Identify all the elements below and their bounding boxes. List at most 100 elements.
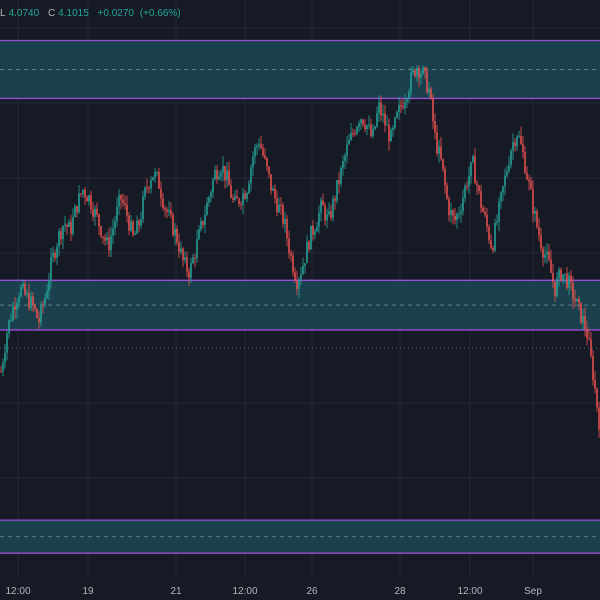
candle-266 bbox=[532, 179, 534, 223]
candle-16 bbox=[32, 292, 34, 313]
candle-187 bbox=[374, 125, 376, 131]
candle-13 bbox=[26, 289, 28, 298]
candle-119 bbox=[238, 197, 240, 208]
candle-70 bbox=[140, 212, 142, 229]
candle-246 bbox=[492, 245, 494, 254]
candle-43 bbox=[86, 195, 88, 202]
candle-269 bbox=[538, 218, 540, 242]
candle-22 bbox=[44, 293, 46, 308]
candle-293 bbox=[586, 320, 588, 346]
candle-0 bbox=[0, 365, 2, 373]
candle-80 bbox=[160, 181, 162, 207]
candle-155 bbox=[310, 225, 312, 250]
candle-181 bbox=[362, 118, 364, 127]
candle-204 bbox=[408, 88, 410, 104]
change-value: +0.0270 bbox=[97, 8, 134, 19]
candle-197 bbox=[394, 116, 396, 130]
candle-237 bbox=[474, 148, 476, 184]
candle-45 bbox=[90, 190, 92, 214]
candle-113 bbox=[226, 162, 228, 188]
candle-56 bbox=[112, 218, 114, 245]
candle-28 bbox=[56, 242, 58, 265]
candle-272 bbox=[544, 246, 546, 264]
candle-62 bbox=[124, 195, 126, 210]
candle-8 bbox=[16, 298, 18, 320]
candle-249 bbox=[498, 196, 500, 232]
candle-30 bbox=[60, 227, 62, 245]
candle-265 bbox=[530, 176, 532, 190]
candle-180 bbox=[360, 118, 362, 130]
candle-259 bbox=[518, 130, 520, 139]
candle-189 bbox=[378, 95, 380, 122]
candle-128 bbox=[256, 143, 258, 156]
candle-23 bbox=[46, 284, 48, 300]
candle-252 bbox=[504, 168, 506, 196]
candle-299 bbox=[598, 401, 600, 438]
candle-68 bbox=[136, 215, 138, 235]
candle-133 bbox=[266, 156, 268, 172]
candle-157 bbox=[314, 228, 316, 240]
candle-102 bbox=[204, 205, 206, 233]
candle-31 bbox=[62, 225, 64, 249]
candle-162 bbox=[324, 202, 326, 226]
candle-242 bbox=[484, 207, 486, 218]
candle-139 bbox=[278, 197, 280, 213]
candle-238 bbox=[476, 180, 478, 196]
candle-295 bbox=[590, 331, 592, 358]
x-tick-label: 26 bbox=[306, 586, 318, 597]
candle-228 bbox=[456, 212, 458, 229]
candle-152 bbox=[304, 263, 306, 274]
candle-21 bbox=[42, 300, 44, 314]
candle-255 bbox=[510, 148, 512, 169]
candle-167 bbox=[334, 195, 336, 210]
candle-203 bbox=[406, 97, 408, 109]
candle-83 bbox=[166, 207, 168, 219]
candle-9 bbox=[18, 292, 20, 309]
candle-53 bbox=[106, 231, 108, 245]
candle-230 bbox=[460, 203, 462, 223]
candle-286 bbox=[572, 276, 574, 310]
candle-57 bbox=[114, 216, 116, 236]
candle-290 bbox=[580, 302, 582, 325]
candle-201 bbox=[402, 99, 404, 110]
candle-278 bbox=[556, 271, 558, 299]
candle-73 bbox=[146, 178, 148, 194]
candle-74 bbox=[148, 186, 150, 194]
candle-190 bbox=[380, 95, 382, 122]
candle-175 bbox=[350, 123, 352, 142]
candle-40 bbox=[80, 192, 82, 198]
candle-243 bbox=[486, 208, 488, 233]
candle-34 bbox=[68, 219, 70, 228]
candle-146 bbox=[292, 251, 294, 277]
candle-297 bbox=[594, 371, 596, 394]
candle-144 bbox=[288, 230, 290, 260]
candle-20 bbox=[40, 301, 42, 327]
candle-253 bbox=[506, 165, 508, 178]
candle-261 bbox=[522, 135, 524, 159]
candle-263 bbox=[526, 166, 528, 181]
candle-257 bbox=[514, 138, 516, 152]
candle-210 bbox=[420, 69, 422, 85]
candle-294 bbox=[588, 328, 590, 341]
ohlc-readout: L 4.0740 C 4.1015 +0.0270 (+0.66%) bbox=[0, 8, 184, 19]
candle-188 bbox=[376, 106, 378, 129]
candle-280 bbox=[560, 267, 562, 282]
candle-86 bbox=[172, 212, 174, 237]
candle-15 bbox=[30, 291, 32, 311]
candles bbox=[0, 65, 600, 438]
candle-292 bbox=[584, 307, 586, 337]
candle-191 bbox=[382, 104, 384, 123]
candle-282 bbox=[564, 273, 566, 283]
candle-124 bbox=[248, 179, 250, 195]
candle-239 bbox=[478, 184, 480, 195]
candle-186 bbox=[372, 123, 374, 139]
candle-216 bbox=[432, 93, 434, 130]
candle-127 bbox=[254, 143, 256, 164]
candle-225 bbox=[450, 202, 452, 223]
candle-166 bbox=[332, 195, 334, 222]
candle-170 bbox=[340, 165, 342, 188]
x-axis: 12:00 19 21 12:00 26 28 12:00 Sep bbox=[5, 586, 542, 597]
candle-260 bbox=[520, 126, 522, 145]
candle-279 bbox=[558, 267, 560, 288]
